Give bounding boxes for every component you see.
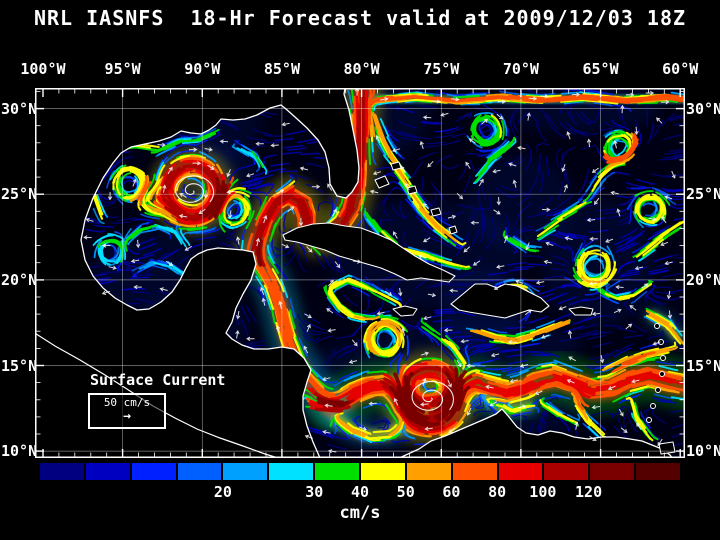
lon-label: 95°W: [104, 60, 141, 78]
lon-label: 100°W: [20, 60, 66, 78]
colorbar: [40, 463, 681, 480]
colorbar-cell: [406, 463, 451, 480]
lat-label: 25°N: [1, 185, 38, 204]
colorbar-cell: [636, 463, 681, 480]
colorbar-tick-label: 80: [488, 483, 507, 501]
lon-label: 90°W: [184, 60, 221, 78]
lat-label: 20°N: [1, 270, 38, 289]
scale-arrow-icon: →: [123, 408, 131, 424]
lon-label: 75°W: [423, 60, 460, 78]
colorbar-cell: [498, 463, 543, 480]
scale-value: 50 cm/s: [103, 396, 151, 410]
lat-label: 10°N: [686, 442, 720, 461]
colorbar-cell: [131, 463, 176, 480]
lat-label: 15°N: [1, 356, 38, 375]
colorbar-cell: [590, 463, 635, 480]
colorbar-cell: [223, 463, 268, 480]
colorbar-tick-label: 100: [529, 483, 557, 501]
colorbar-cell: [177, 463, 222, 480]
colorbar-unit: cm/s: [339, 503, 381, 523]
colorbar-cell: [544, 463, 589, 480]
colorbar-cell: [85, 463, 130, 480]
colorbar-cell: [315, 463, 360, 480]
lon-label: 80°W: [343, 60, 380, 78]
colorbar-tick-label: 40: [350, 483, 370, 501]
colorbar-tick-label: 120: [575, 483, 603, 501]
colorbar-tick-label: 50: [396, 483, 415, 501]
colorbar-cell: [452, 463, 497, 480]
colorbar-tick-label: 20: [213, 483, 232, 501]
lon-label: 70°W: [502, 60, 539, 78]
colorbar-tick-label: 30: [305, 483, 324, 501]
lon-label: 65°W: [582, 60, 619, 78]
lon-label: 85°W: [263, 60, 300, 78]
figure-title: NRL IASNFS 18-Hr Forecast valid at 2009/…: [33, 6, 687, 30]
colorbar-cell: [269, 463, 314, 480]
lat-label: 30°N: [1, 99, 38, 118]
map-canvas: [35, 88, 685, 458]
lat-label: 10°N: [1, 442, 38, 461]
lat-label: 15°N: [686, 356, 720, 375]
surface-current-label: Surface Current: [90, 371, 226, 389]
lat-label: 20°N: [686, 270, 720, 289]
colorbar-cell: [40, 463, 84, 480]
lat-label: 25°N: [686, 185, 720, 204]
current-scale-box: 50 cm/s →: [88, 393, 166, 429]
colorbar-cell: [361, 463, 405, 480]
colorbar-tick-label: 60: [442, 483, 461, 501]
lon-label: 60°W: [662, 60, 699, 78]
lat-label: 30°N: [686, 99, 720, 118]
